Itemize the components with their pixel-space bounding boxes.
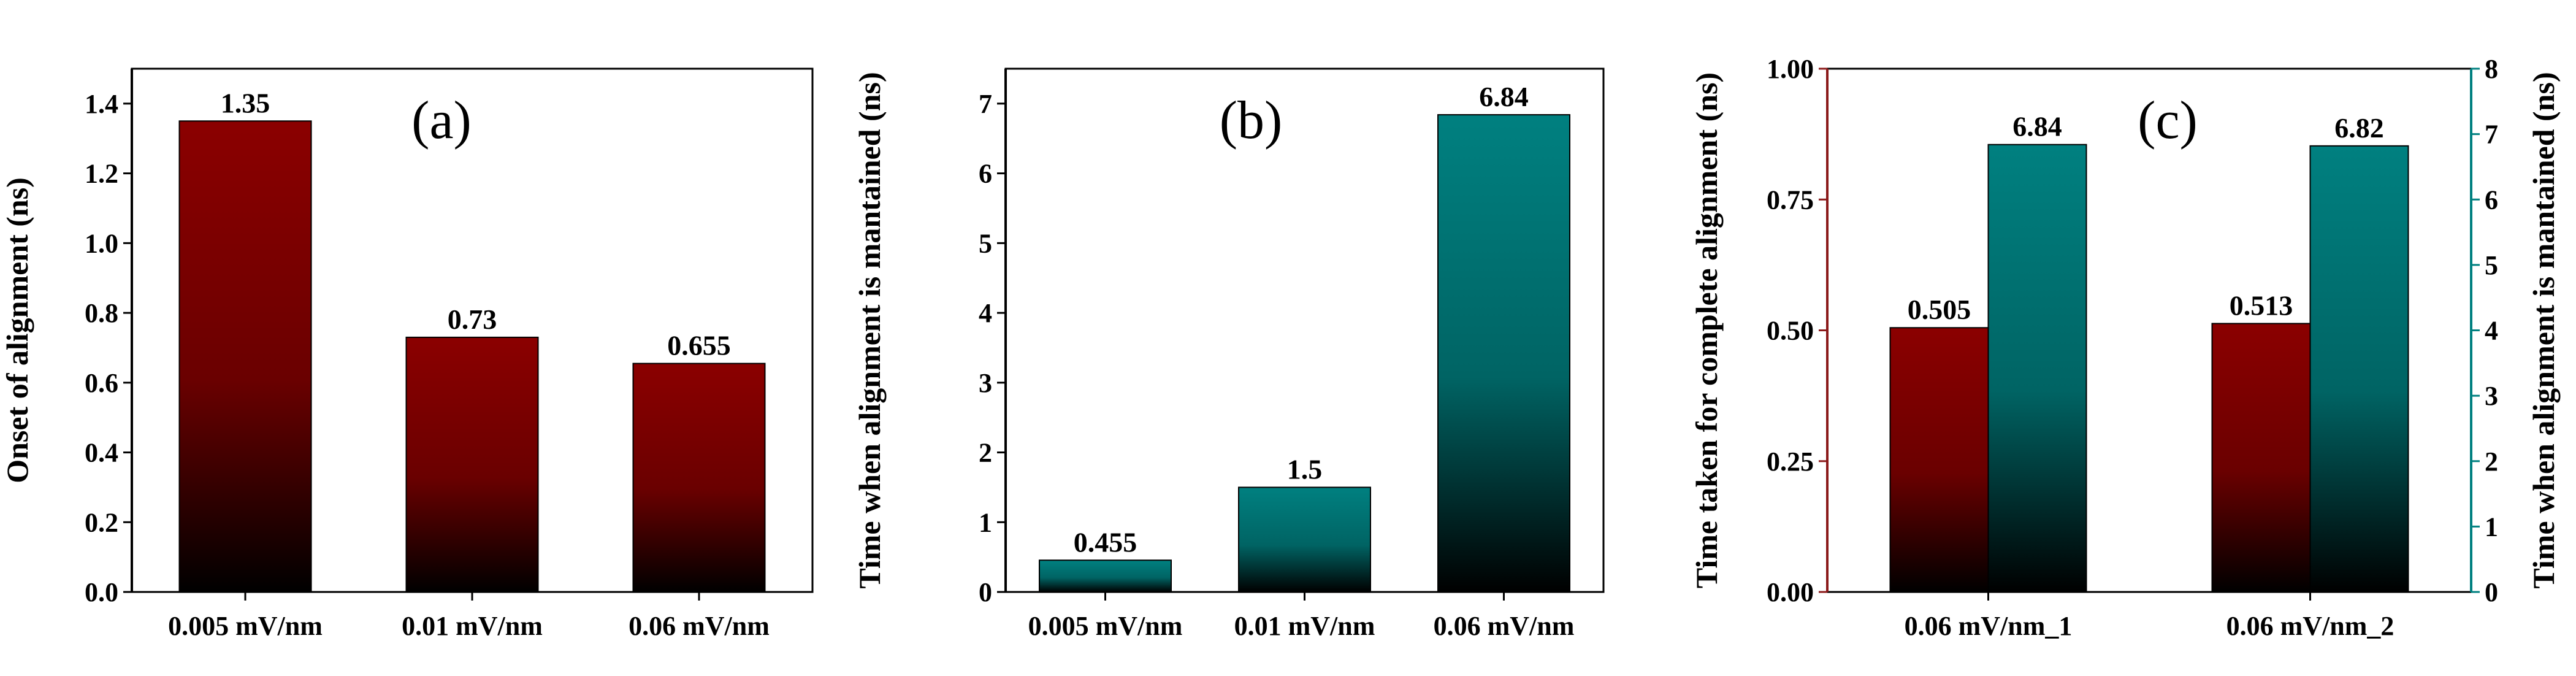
y-right-tick-label: 0 bbox=[2485, 577, 2498, 607]
y-tick-label: 0.8 bbox=[85, 298, 118, 328]
panel-label: (c) bbox=[2138, 91, 2198, 150]
y-right-tick-label: 5 bbox=[2485, 250, 2498, 280]
y-tick-label: 1.4 bbox=[85, 89, 118, 119]
x-tick-label: 0.01 mV/nm bbox=[1234, 611, 1375, 641]
bar-data-label: 1.5 bbox=[1287, 453, 1323, 485]
x-tick-label: 0.06 mV/nm bbox=[629, 611, 770, 641]
y-right-tick-label: 3 bbox=[2485, 381, 2498, 411]
y-axis-title: Time taken for complete alignment (ns) bbox=[1689, 72, 1724, 588]
x-tick-label: 0.005 mV/nm bbox=[1028, 611, 1183, 641]
y-tick-label: 3 bbox=[979, 368, 992, 398]
y-tick-label: 1.0 bbox=[85, 228, 118, 258]
y-tick-label: 1.00 bbox=[1767, 54, 1814, 84]
x-tick-label: 0.005 mV/nm bbox=[168, 611, 323, 641]
panel-label: (b) bbox=[1220, 91, 1283, 150]
panel-b: 0 1 2 3 4 5 6 7 0.455 1.5 6.84 0.005 mV/nm 0.01 mV/n… bbox=[852, 67, 1605, 641]
bar bbox=[632, 363, 766, 593]
y-tick-label: 1.2 bbox=[85, 159, 118, 189]
bar bbox=[2211, 323, 2311, 593]
y-tick-label: 0 bbox=[979, 577, 992, 607]
y-tick-label: 0.25 bbox=[1767, 447, 1814, 477]
x-tick-label: 0.06 mV/nm_2 bbox=[2226, 611, 2394, 641]
y-tick-label: 0.00 bbox=[1767, 577, 1814, 607]
bar bbox=[1987, 144, 2087, 593]
x-tick-label: 0.06 mV/nm bbox=[1434, 611, 1575, 641]
y-tick-label: 0.2 bbox=[85, 507, 118, 537]
bar bbox=[178, 120, 312, 593]
y-axis-title: Time when alignment is mantained (ns) bbox=[852, 72, 887, 588]
bar-data-label: 6.82 bbox=[2334, 112, 2384, 144]
bar bbox=[2309, 145, 2409, 593]
bar bbox=[1889, 327, 1989, 593]
y-tick-label: 0.6 bbox=[85, 368, 118, 398]
y-tick-label: 0.50 bbox=[1767, 316, 1814, 346]
bar-data-label: 0.513 bbox=[2230, 290, 2293, 321]
bar-data-label: 0.655 bbox=[667, 330, 731, 361]
y-right-tick-label: 7 bbox=[2485, 120, 2498, 150]
y-tick-label: 1 bbox=[979, 507, 992, 537]
y-tick-label: 0.75 bbox=[1767, 185, 1814, 215]
bar-data-label: 0.505 bbox=[1908, 294, 1971, 325]
y-right-tick-label: 8 bbox=[2485, 54, 2498, 84]
y-tick-label: 7 bbox=[979, 89, 992, 119]
y-right-tick-label: 6 bbox=[2485, 185, 2498, 215]
bar-data-label: 0.73 bbox=[448, 304, 497, 335]
bar-data-label: 6.84 bbox=[1479, 81, 1529, 112]
bar bbox=[1039, 559, 1172, 593]
y-tick-label: 0.4 bbox=[85, 438, 118, 468]
y-right-tick-label: 2 bbox=[2485, 447, 2498, 477]
panel-label: (a) bbox=[411, 91, 472, 150]
y-tick-label: 4 bbox=[979, 298, 992, 328]
y-tick-label: 5 bbox=[979, 228, 992, 258]
x-tick-label: 0.01 mV/nm bbox=[402, 611, 543, 641]
y-tick-label: 6 bbox=[979, 159, 992, 189]
y-axis-title: Time when alignment is mantained (ns) bbox=[2526, 72, 2561, 588]
panel-a: 0.0 0.2 0.4 0.6 0.8 1.0 1.2 1.4 1.35 0.73 0.655 0.0… bbox=[0, 67, 814, 641]
y-axis-title: Onset of alignment (ns) bbox=[0, 177, 34, 483]
y-right-tick-label: 4 bbox=[2485, 316, 2498, 346]
y-tick-label: 2 bbox=[979, 438, 992, 468]
x-tick-label: 0.06 mV/nm_1 bbox=[1905, 611, 2073, 641]
y-tick-label: 0.0 bbox=[85, 577, 118, 607]
panel-c: 0.00 0.25 0.50 0.75 1.00 0 1 2 3 4 5 6 7 8 0.505 0.513 6… bbox=[1689, 54, 2561, 641]
bar-data-label: 6.84 bbox=[2012, 111, 2062, 142]
y-right-tick-label: 1 bbox=[2485, 512, 2498, 542]
bar-data-label: 0.455 bbox=[1074, 526, 1137, 558]
bar bbox=[1238, 486, 1371, 593]
bar-data-label: 1.35 bbox=[221, 87, 270, 118]
bar bbox=[1437, 114, 1570, 593]
bar bbox=[405, 336, 539, 593]
